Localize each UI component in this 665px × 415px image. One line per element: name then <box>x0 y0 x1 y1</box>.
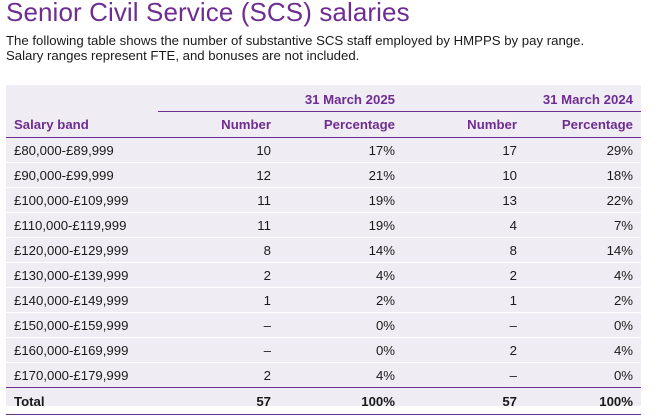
table-row: £150,000-£159,999–0% –0% <box>6 312 641 338</box>
intro-line: Salary ranges represent FTE, and bonuses… <box>6 48 360 63</box>
number-2024-cell: 2 <box>403 262 525 288</box>
number-2025-cell: 10 <box>158 137 279 163</box>
number-2024-cell: – <box>403 362 525 388</box>
percentage-2024-cell: 0% <box>525 362 641 388</box>
percentage-2024-cell: 4% <box>525 337 641 363</box>
percentage-2025-cell: 19% <box>279 212 403 238</box>
percentage-2025-cell: 19% <box>279 187 403 213</box>
percentage-2025-cell: 0% <box>279 312 403 338</box>
number-2024-cell: 10 <box>403 162 525 188</box>
intro-line: The following table shows the number of … <box>6 33 585 48</box>
percentage-2024-cell: 29% <box>525 137 641 163</box>
page-title: Senior Civil Service (SCS) salaries <box>6 0 410 27</box>
table-row: £90,000-£99,999 12 21% 10 18% <box>6 162 641 188</box>
empty-header-cell <box>6 85 158 112</box>
column-header-salary-band: Salary band <box>6 111 158 138</box>
table-row: £100,000-£109,999 11 19% 13 22% <box>6 187 641 213</box>
number-2025-cell: – <box>158 337 279 363</box>
group-header-2024: 31 March 2024 <box>403 85 641 112</box>
column-header-row: Salary band Number Percentage Number Per… <box>6 111 641 138</box>
number-2024-cell: 1 <box>403 287 525 313</box>
number-2024-cell: – <box>403 312 525 338</box>
number-2024-cell: 2 <box>403 337 525 363</box>
salary-table: 31 March 2025 31 March 2024 Salary band … <box>6 85 641 415</box>
percentage-2025-cell: 2% <box>279 287 403 313</box>
number-2025-cell: 12 <box>158 162 279 188</box>
percentage-2024-cell: 4% <box>525 262 641 288</box>
table-row: £130,000-£139,999 2 4% 2 4% <box>6 262 641 288</box>
group-header-2025: 31 March 2025 <box>158 85 403 112</box>
table-row: £110,000-£119,999 11 19% 4 7% <box>6 212 641 238</box>
number-2025-cell: 2 <box>158 262 279 288</box>
salary-band-cell: £170,000-£179,999 <box>6 362 158 388</box>
table-row: £140,000-£149,999 1 2% 1 2% <box>6 287 641 313</box>
number-2025-cell: 11 <box>158 187 279 213</box>
table-row: £80,000-£89,999 10 17% 17 29% <box>6 137 641 163</box>
column-header-percentage-2024: Percentage <box>525 111 641 138</box>
percentage-2024-cell: 7% <box>525 212 641 238</box>
percentage-2025-cell: 0% <box>279 337 403 363</box>
percentage-2024-cell: 22% <box>525 187 641 213</box>
number-2025-cell: 8 <box>158 237 279 263</box>
percentage-2024-cell: 18% <box>525 162 641 188</box>
salary-band-cell: £110,000-£119,999 <box>6 212 158 238</box>
total-number-2025: 57 <box>158 387 279 415</box>
column-header-number-2024: Number <box>403 111 525 138</box>
salary-band-cell: £140,000-£149,999 <box>6 287 158 313</box>
number-2024-cell: 8 <box>403 237 525 263</box>
salary-band-cell: £80,000-£89,999 <box>6 137 158 163</box>
group-header-row: 31 March 2025 31 March 2024 <box>6 85 641 112</box>
table-row: £170,000-£179,999 2 4% –0% <box>6 362 641 388</box>
salary-band-cell: £130,000-£139,999 <box>6 262 158 288</box>
table-row: £120,000-£129,999 8 14% 8 14% <box>6 237 641 263</box>
salary-band-cell: £100,000-£109,999 <box>6 187 158 213</box>
number-2024-cell: 13 <box>403 187 525 213</box>
number-2025-cell: 1 <box>158 287 279 313</box>
total-percentage-2024: 100% <box>525 387 641 415</box>
total-percentage-2025: 100% <box>279 387 403 415</box>
salary-table-panel: 31 March 2025 31 March 2024 Salary band … <box>6 85 641 415</box>
salary-band-cell: £90,000-£99,999 <box>6 162 158 188</box>
number-2025-cell: – <box>158 312 279 338</box>
column-header-number-2025: Number <box>158 111 279 138</box>
total-number-2024: 57 <box>403 387 525 415</box>
percentage-2024-cell: 14% <box>525 237 641 263</box>
number-2024-cell: 4 <box>403 212 525 238</box>
salary-band-cell: £160,000-£169,999 <box>6 337 158 363</box>
intro-text: The following table shows the number of … <box>6 33 584 63</box>
salary-band-cell: £150,000-£159,999 <box>6 312 158 338</box>
total-row: Total 57 100% 57 100% <box>6 387 641 415</box>
percentage-2025-cell: 4% <box>279 362 403 388</box>
percentage-2025-cell: 4% <box>279 262 403 288</box>
total-label: Total <box>6 387 158 415</box>
number-2025-cell: 11 <box>158 212 279 238</box>
percentage-2024-cell: 0% <box>525 312 641 338</box>
percentage-2024-cell: 2% <box>525 287 641 313</box>
percentage-2025-cell: 21% <box>279 162 403 188</box>
percentage-2025-cell: 17% <box>279 137 403 163</box>
table-row: £160,000-£169,999–0% 2 4% <box>6 337 641 363</box>
salary-band-cell: £120,000-£129,999 <box>6 237 158 263</box>
percentage-2025-cell: 14% <box>279 237 403 263</box>
number-2025-cell: 2 <box>158 362 279 388</box>
column-header-percentage-2025: Percentage <box>279 111 403 138</box>
number-2024-cell: 17 <box>403 137 525 163</box>
